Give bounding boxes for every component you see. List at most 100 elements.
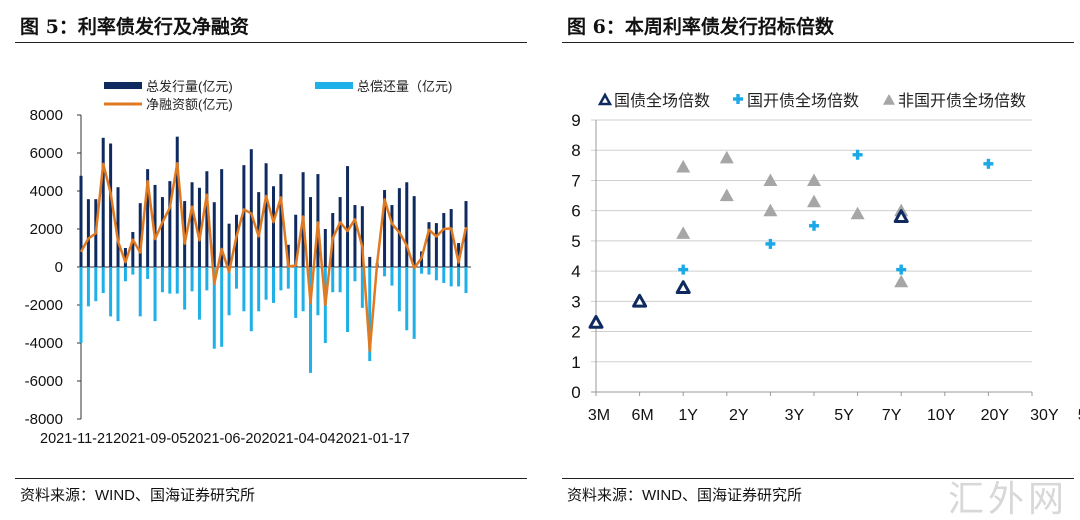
left-y-tick-label: 8000 [30, 107, 63, 124]
right-y-tick-label: 7 [571, 171, 580, 190]
repayment-bar [109, 267, 113, 317]
issuance-bar [449, 209, 453, 267]
left-y-tick-label: -8000 [25, 411, 63, 428]
issuance-bar [323, 229, 327, 267]
cdb-bond-marker [681, 264, 685, 275]
left-y-tick-label: -4000 [25, 335, 63, 352]
repayment-bar [249, 267, 253, 332]
right-y-tick-label: 3 [571, 292, 580, 311]
repayment-bar [420, 267, 424, 274]
left-x-tick-label: 2021-04-04 [261, 431, 335, 447]
repayment-bar [153, 267, 157, 322]
issuance-bar [279, 174, 283, 267]
left-x-tick-label: 2021-06-20 [187, 431, 261, 447]
left-y-tick-label: 0 [55, 259, 63, 276]
right-x-tick-label: 30Y [1030, 407, 1059, 424]
repayment-bar [146, 267, 150, 279]
issuance-bar [390, 205, 394, 267]
issuance-bar [353, 205, 357, 267]
left-y-tick-label: 6000 [30, 145, 63, 162]
repayment-bar [434, 267, 438, 281]
repayment-bar [205, 267, 209, 291]
issuance-bar [146, 169, 150, 267]
left-y-tick-label: 2000 [30, 221, 63, 238]
issuance-bar [197, 187, 201, 267]
issuance-bar [338, 197, 342, 267]
cdb-bond-marker [986, 158, 991, 169]
issuance-bar [168, 181, 172, 267]
repayment-bar [197, 267, 201, 320]
legend-issuance-swatch [104, 82, 142, 89]
left-x-tick-labels: 2021-11-212021-09-052021-06-202021-04-04… [40, 431, 410, 447]
legend-net-label: 净融资额(亿元) [146, 97, 233, 112]
repayment-bar [294, 267, 298, 318]
repayment-bar [397, 267, 401, 312]
legend-treasury-label: 国债全场倍数 [614, 92, 710, 110]
repayment-bar [331, 267, 335, 293]
right-x-tick-label: 3Y [785, 407, 805, 424]
repayment-bar [190, 267, 194, 292]
non-cdb-bond-marker [807, 173, 821, 187]
repayment-bar [279, 267, 283, 291]
issuance-bar [316, 174, 320, 267]
right-x-tick-label: 5Y [834, 407, 854, 424]
non-cdb-bond-marker [676, 159, 691, 173]
repayment-bar [286, 267, 290, 289]
repayment-bar [160, 267, 164, 293]
legend-repayment-label: 总偿还量（亿元) [357, 79, 452, 94]
issuance-bar [175, 136, 179, 267]
left-y-tick-label: -2000 [25, 297, 63, 314]
treasury-bond-marker [632, 293, 648, 308]
repayment-bar [123, 267, 127, 282]
repayment-bar [242, 267, 246, 312]
right-y-tick-label: 8 [571, 141, 580, 160]
issuance-bar [153, 184, 157, 267]
issuance-bar [383, 190, 387, 267]
right-x-tick-label: 10Y [927, 407, 956, 424]
legend-non-cdb-label: 非国开债全场倍数 [898, 92, 1026, 110]
right-x-tick-label: 2Y [729, 407, 749, 424]
issuance-bar [346, 166, 350, 267]
repayment-bar [212, 267, 216, 349]
net-financing-line [79, 162, 468, 353]
legend-cdb-label: 国开债全场倍数 [747, 92, 859, 110]
repayment-bar [175, 267, 179, 294]
right-y-tick-label: 6 [571, 202, 580, 221]
issuance-bar [123, 248, 127, 267]
repayment-bar [464, 267, 468, 294]
legend-treasury-marker [597, 92, 613, 106]
repayment-bar [183, 267, 187, 310]
issuance-bar [227, 223, 231, 267]
repayment-bar [101, 267, 105, 294]
issuance-bar [360, 206, 364, 267]
issuance-bar [116, 187, 120, 267]
right-source-note: 资料来源：WIND、国海证券研究所 [567, 487, 802, 504]
left-x-tick-label: 2021-11-21 [40, 431, 113, 447]
legend-non-cdb-marker [883, 94, 895, 105]
right-x-tick-label: 1Y [678, 407, 698, 424]
right-footer-rule [562, 478, 1074, 479]
repayment-bar [79, 267, 83, 343]
repayment-bar [368, 267, 372, 362]
left-y-tick-label: 4000 [30, 183, 63, 200]
cdb-bond-marker [812, 220, 816, 231]
right-y-tick-label: 0 [571, 383, 580, 402]
issuance-bar [131, 232, 135, 267]
right-title-rule [562, 42, 1074, 43]
treasury-bond-marker [588, 314, 604, 329]
repayment-bar [116, 267, 120, 322]
legend-repayment-swatch [315, 82, 353, 89]
legend-issuance-label: 总发行量(亿元) [146, 79, 233, 94]
repayment-bar [338, 267, 342, 293]
issuance-bar [109, 143, 113, 267]
right-y-tick-label: 1 [571, 353, 580, 372]
repayment-bar [272, 267, 275, 303]
cdb-bond-marker [855, 149, 860, 160]
left-footer-rule [15, 478, 527, 479]
issuance-bar [368, 256, 372, 267]
repayment-bar [449, 267, 453, 287]
repayment-bar [264, 267, 268, 300]
right-y-tick-label: 2 [571, 323, 580, 342]
repayment-bar [405, 267, 409, 331]
repayment-bar [346, 267, 350, 332]
